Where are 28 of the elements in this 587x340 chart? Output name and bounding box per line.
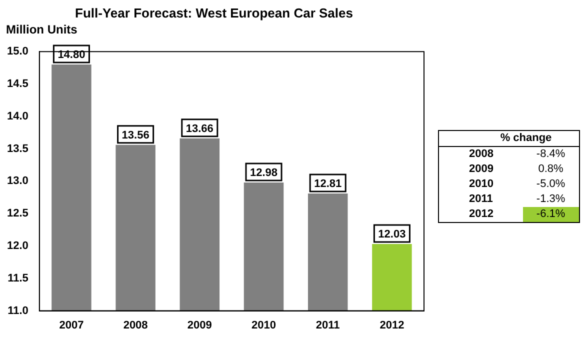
y-tick-label: 12.5 <box>6 208 28 220</box>
text: 2012 -6.1% <box>469 208 566 220</box>
text: 2010 -5.0% <box>469 178 566 190</box>
y-tick-label: 12.0 <box>6 240 28 252</box>
x-tick-label: 2010 <box>252 319 276 332</box>
data-label: 13.56 <box>122 129 150 142</box>
chart-title: Full-Year Forecast: West European Car Sales <box>75 5 353 20</box>
x-tick-label: 2012 <box>380 319 404 332</box>
y-tick-label: 14.0 <box>6 110 28 122</box>
data-label: 12.03 <box>378 228 406 241</box>
y-tick-label: 15.0 <box>6 46 28 58</box>
y-tick-label: 11.5 <box>8 272 28 284</box>
y-tick-label: 11.0 <box>8 304 28 317</box>
x-tick-label: 2008 <box>123 319 148 332</box>
y-tick-label: 14.5 <box>6 78 28 90</box>
y-tick-label: 13.0 <box>6 175 28 188</box>
y-tick-label: 13.5 <box>6 142 28 155</box>
y-axis-title: Million Units <box>6 22 78 36</box>
text: 2008 -8.4% <box>469 148 566 160</box>
data-label: 12.81 <box>314 178 342 190</box>
text: % change <box>438 130 580 146</box>
x-tick-label: 2009 <box>187 319 212 332</box>
x-tick-label: 2007 <box>59 319 84 332</box>
data-label: 12.98 <box>250 167 278 180</box>
data-label: 13.66 <box>186 122 214 135</box>
text: 2009 0.8% <box>469 163 564 175</box>
x-tick-label: 2011 <box>316 319 340 332</box>
text: 2011 -1.3% <box>469 193 566 205</box>
